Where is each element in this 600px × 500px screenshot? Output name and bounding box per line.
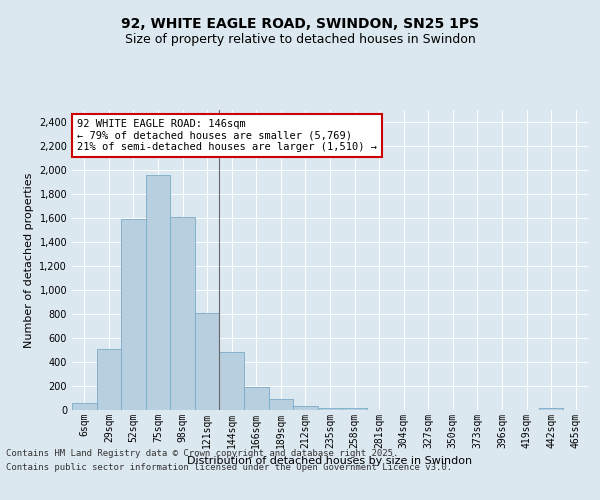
Text: Contains public sector information licensed under the Open Government Licence v3: Contains public sector information licen… (6, 464, 452, 472)
Text: Contains HM Land Registry data © Crown copyright and database right 2025.: Contains HM Land Registry data © Crown c… (6, 448, 398, 458)
Bar (539, 408, 563, 410)
Bar (97, 349, 121, 410)
Bar (121, 219, 146, 410)
Bar (342, 408, 367, 410)
Bar (72, 404, 97, 410)
Text: 92, WHITE EAGLE ROAD, SWINDON, SN25 1PS: 92, WHITE EAGLE ROAD, SWINDON, SN25 1PS (121, 18, 479, 32)
Bar (318, 408, 342, 410)
Text: Size of property relative to detached houses in Swindon: Size of property relative to detached ho… (125, 32, 475, 46)
Bar (195, 313, 220, 410)
Y-axis label: Number of detached properties: Number of detached properties (24, 172, 34, 348)
X-axis label: Distribution of detached houses by size in Swindon: Distribution of detached houses by size … (187, 456, 473, 466)
Bar (220, 352, 244, 410)
Text: 92 WHITE EAGLE ROAD: 146sqm
← 79% of detached houses are smaller (5,769)
21% of : 92 WHITE EAGLE ROAD: 146sqm ← 79% of det… (77, 119, 377, 152)
Bar (293, 406, 318, 410)
Bar (146, 175, 170, 410)
Bar (269, 398, 293, 410)
Bar (170, 217, 195, 410)
Bar (244, 386, 269, 410)
